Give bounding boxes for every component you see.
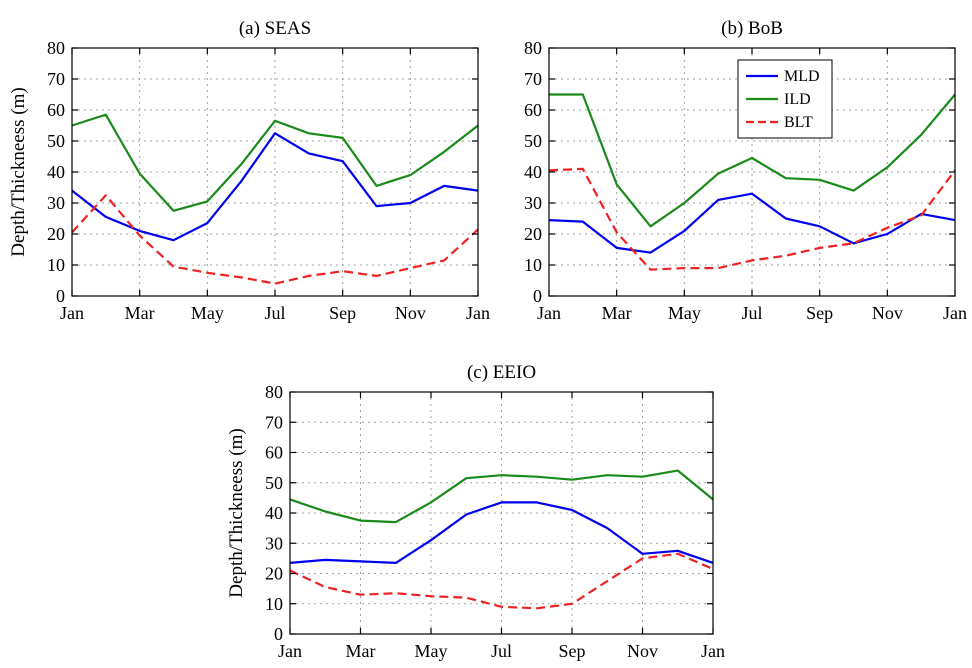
x-tick-label: Mar bbox=[125, 303, 155, 323]
y-tick-label: 40 bbox=[265, 503, 283, 523]
series-line-blt bbox=[548, 167, 956, 271]
y-tick-label: 70 bbox=[47, 69, 65, 89]
legend-label-mld: MLD bbox=[784, 68, 820, 85]
chart-panel-2: 0 10 20 30 40 50 60 70 80 Jan Mar May Jul Sep Nov Jan (c… bbox=[226, 362, 725, 661]
y-tick-label: 80 bbox=[265, 382, 283, 402]
y-tick-label: 0 bbox=[533, 286, 542, 306]
y-tick-label: 80 bbox=[47, 38, 65, 58]
x-tick-label: Jan bbox=[537, 303, 561, 323]
y-tick-label: 20 bbox=[524, 224, 542, 244]
x-tick-label: Jul bbox=[741, 303, 762, 323]
series-line-ild bbox=[549, 93, 956, 228]
y-axis-label: Depth/Thickneess (m) bbox=[8, 87, 29, 256]
y-tick-label: 10 bbox=[265, 594, 283, 614]
x-tick-label: Jan bbox=[466, 303, 490, 323]
y-tick-label: 30 bbox=[47, 193, 65, 213]
x-tick-label: Sep bbox=[329, 303, 356, 323]
x-tick-label: Jan bbox=[60, 303, 84, 323]
x-tick-label: Mar bbox=[602, 303, 632, 323]
legend-label-blt: BLT bbox=[784, 114, 813, 131]
series-line-mld bbox=[71, 132, 479, 242]
series-line-mld bbox=[289, 501, 714, 565]
y-tick-label: 10 bbox=[524, 255, 542, 275]
series-line-blt bbox=[71, 194, 479, 285]
y-tick-label: 60 bbox=[524, 100, 542, 120]
x-tick-label: Nov bbox=[395, 303, 426, 323]
x-tick-label: May bbox=[191, 303, 224, 323]
chart-panel-1: 0 10 20 30 40 50 60 70 80 Jan Mar May Jul Sep Nov Jan (b… bbox=[524, 18, 967, 323]
x-tick-label: May bbox=[415, 641, 448, 661]
chart-title: (b) BoB bbox=[721, 18, 783, 39]
x-tick-label: Jul bbox=[264, 303, 285, 323]
x-tick-label: Sep bbox=[806, 303, 833, 323]
y-tick-label: 80 bbox=[524, 38, 542, 58]
y-tick-label: 0 bbox=[274, 624, 283, 644]
y-tick-label: 50 bbox=[47, 131, 65, 151]
y-tick-label: 60 bbox=[47, 100, 65, 120]
legend: MLD ILD BLT bbox=[737, 59, 833, 139]
x-tick-label: Nov bbox=[627, 641, 658, 661]
y-tick-label: 50 bbox=[265, 473, 283, 493]
x-tick-label: Jan bbox=[278, 641, 302, 661]
y-tick-label: 30 bbox=[524, 193, 542, 213]
y-tick-label: 30 bbox=[265, 533, 283, 553]
chart-title: (a) SEAS bbox=[239, 18, 311, 39]
x-tick-label: Jul bbox=[491, 641, 512, 661]
series-line-mld bbox=[548, 192, 956, 254]
y-tick-label: 50 bbox=[524, 131, 542, 151]
x-tick-label: May bbox=[668, 303, 701, 323]
series-line-ild bbox=[289, 469, 714, 524]
y-tick-label: 60 bbox=[265, 443, 283, 463]
x-tick-label: Sep bbox=[559, 641, 586, 661]
y-tick-label: 10 bbox=[47, 255, 65, 275]
x-tick-label: Mar bbox=[346, 641, 376, 661]
x-tick-label: Nov bbox=[872, 303, 903, 323]
y-tick-label: 40 bbox=[47, 162, 65, 182]
series-line-ild bbox=[71, 113, 479, 212]
chart-title: (c) EEIO bbox=[467, 362, 536, 383]
legend-label-ild: ILD bbox=[784, 91, 811, 108]
x-tick-label: Jan bbox=[943, 303, 967, 323]
y-tick-label: 70 bbox=[265, 412, 283, 432]
chart-panel-0: 0 10 20 30 40 50 60 70 80 Jan Mar May Jul Sep Nov Jan (a… bbox=[8, 18, 490, 323]
y-tick-label: 20 bbox=[47, 224, 65, 244]
x-tick-label: Jan bbox=[701, 641, 725, 661]
y-axis-label: Depth/Thickneess (m) bbox=[226, 428, 247, 597]
y-tick-label: 20 bbox=[265, 564, 283, 584]
y-tick-label: 0 bbox=[56, 286, 65, 306]
y-tick-label: 70 bbox=[524, 69, 542, 89]
y-tick-label: 40 bbox=[524, 162, 542, 182]
series-line-blt bbox=[289, 552, 714, 610]
